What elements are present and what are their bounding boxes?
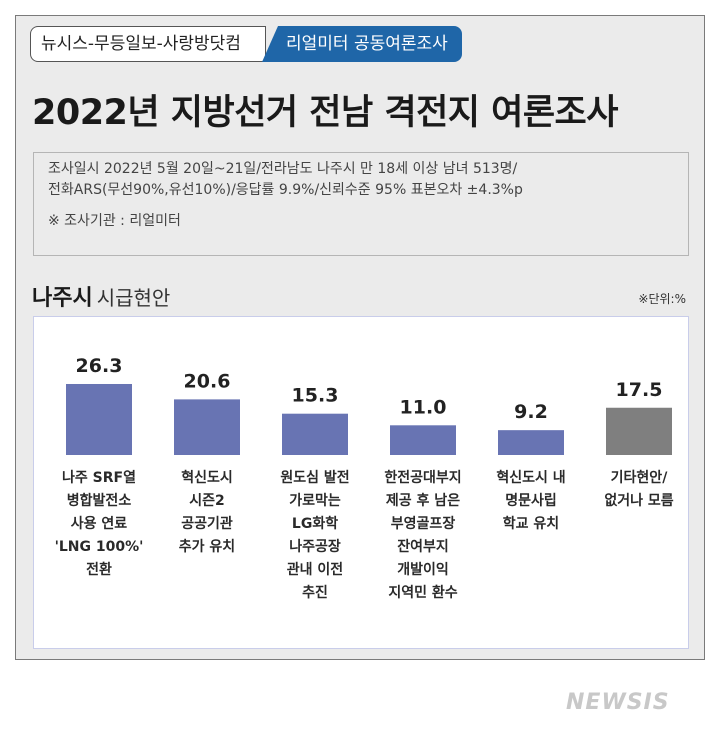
category-label-1-line-2: 병합발전소 <box>66 493 132 509</box>
source-tag: 뉴시스-무등일보-사랑방닷컴 <box>30 26 266 62</box>
bar-1 <box>66 383 132 455</box>
category-label-5-line-2: 명문사립 <box>505 493 557 509</box>
category-label-3-line-1: 원도심 발전 <box>280 470 350 486</box>
survey-info-box: 조사일시 2022년 5월 20일~21일/전라남도 나주시 만 18세 이상 … <box>33 152 689 256</box>
category-label-6-line-2: 없거나 모름 <box>604 493 674 509</box>
bar-3 <box>282 413 348 455</box>
partner-tag: 리얼미터 공동여론조사 <box>262 26 462 62</box>
category-label-3-line-6: 추진 <box>302 585 328 601</box>
category-label-3-line-2: 가로막는 <box>289 493 341 509</box>
category-label-3-line-5: 관내 이전 <box>286 562 344 578</box>
value-label-3: 15.3 <box>292 385 339 407</box>
bar-4 <box>390 425 456 455</box>
page-title: 2022년 지방선거 전남 격전지 여론조사 <box>32 93 618 133</box>
bar-5 <box>498 430 564 455</box>
newsis-logo: NEWSIS <box>566 690 670 715</box>
category-label-4-line-5: 개발이익 <box>397 562 449 578</box>
category-label-4-line-3: 부영골프장 <box>390 516 456 532</box>
category-label-2-line-3: 공공기관 <box>181 516 233 532</box>
bar-6 <box>606 407 672 455</box>
category-label-5-line-1: 혁신도시 내 <box>496 470 566 486</box>
category-label-4-line-4: 잔여부지 <box>397 539 449 555</box>
value-label-4: 11.0 <box>400 396 447 418</box>
category-label-4-line-6: 지역민 환수 <box>388 585 458 601</box>
section-topic: 시급현안 <box>96 286 171 310</box>
category-label-4-line-2: 제공 후 남은 <box>385 493 461 509</box>
survey-info-line-1: 조사일시 2022년 5월 20일~21일/전라남도 나주시 만 18세 이상 … <box>48 161 518 177</box>
section-title: 나주시 시급현안 <box>32 280 170 312</box>
category-label-6: 기타현안/없거나 모름 <box>584 467 694 513</box>
bar-chart-svg: 26.3 20.6 15.3 11.0 9.2 17.5 <box>66 355 672 455</box>
survey-info-line-2: 전화ARS(무선90%,유선10%)/응답률 9.9%/신뢰수준 95% 표본오… <box>48 182 523 198</box>
section-city: 나주시 <box>32 286 93 311</box>
category-label-3-line-3: LG화학 <box>291 516 339 532</box>
category-label-2-line-2: 시즌2 <box>189 493 225 509</box>
category-label-2-line-4: 추가 유치 <box>178 539 236 555</box>
category-label-6-line-1: 기타현안/ <box>610 470 668 486</box>
category-label-1-line-4: 'LNG 100%' <box>54 539 144 555</box>
category-label-4-line-1: 한전공대부지 <box>384 470 462 486</box>
unit-note: ※단위:% <box>638 292 686 306</box>
category-label-5-line-3: 학교 유치 <box>502 516 560 532</box>
category-label-1-line-5: 전환 <box>86 562 112 578</box>
category-label-1-line-3: 사용 연료 <box>70 516 128 532</box>
bar-2 <box>174 399 240 455</box>
value-label-5: 9.2 <box>514 401 548 423</box>
value-label-2: 20.6 <box>184 370 231 392</box>
category-label-1-line-1: 나주 SRF열 <box>62 470 136 486</box>
category-label-2-line-1: 혁신도시 <box>181 470 233 486</box>
value-label-6: 17.5 <box>616 379 663 401</box>
category-label-3-line-4: 나주공장 <box>289 539 341 555</box>
survey-agency: ※ 조사기관 : 리얼미터 <box>48 213 181 229</box>
value-label-1: 26.3 <box>76 355 123 377</box>
